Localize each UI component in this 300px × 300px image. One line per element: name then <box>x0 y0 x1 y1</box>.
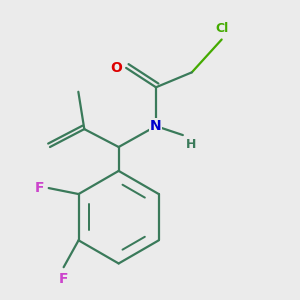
Text: N: N <box>150 119 162 133</box>
Text: F: F <box>59 272 68 286</box>
Text: F: F <box>35 181 44 195</box>
Text: H: H <box>186 138 196 151</box>
Text: O: O <box>110 61 122 75</box>
Text: Cl: Cl <box>215 22 228 35</box>
